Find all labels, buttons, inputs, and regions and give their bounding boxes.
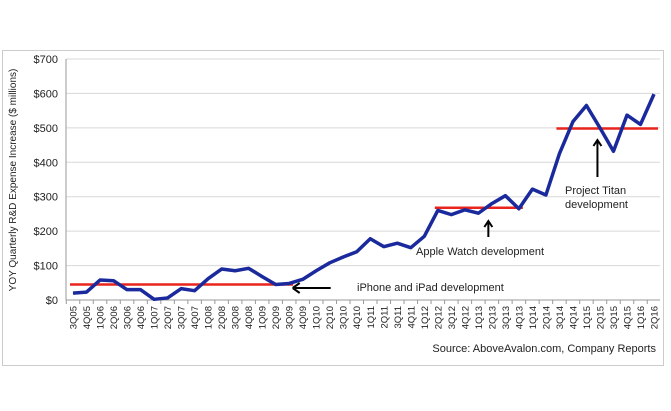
x-tick-label: 4Q05 — [82, 306, 93, 329]
x-tick-label: 2Q12 — [433, 306, 444, 329]
x-tick-label: 4Q08 — [244, 306, 255, 329]
x-tick-label: 3Q11 — [393, 306, 404, 329]
y-axis-label: YOY Quarterly R&D Expense Increase ($ mi… — [8, 69, 19, 292]
x-tick-label: 4Q14 — [568, 306, 579, 329]
y-tick-label: $0 — [46, 295, 58, 307]
x-tick-label: 2Q08 — [217, 306, 228, 329]
source-note: Source: AboveAvalon.com, Company Reports — [432, 343, 656, 355]
annotation-project-titan-2: development — [565, 199, 628, 211]
x-tick-label: 1Q13 — [474, 306, 485, 329]
x-tick-label: 1Q06 — [96, 306, 107, 329]
x-tick-label: 1Q07 — [150, 306, 161, 329]
x-tick-label: 2Q14 — [541, 306, 552, 329]
x-tick-label: 3Q12 — [447, 306, 458, 329]
x-tick-label: 1Q12 — [420, 306, 431, 329]
annotation-project-titan: Project Titan — [565, 185, 626, 197]
x-tick-label: 2Q10 — [325, 306, 336, 329]
y-tick-label: $500 — [34, 123, 58, 135]
x-tick-label: 4Q13 — [514, 306, 525, 329]
x-tick-label: 2Q06 — [109, 306, 120, 329]
chart-frame — [2, 50, 664, 366]
y-tick-label: $700 — [34, 54, 58, 66]
x-tick-label: 1Q14 — [528, 306, 539, 329]
x-tick-label: 4Q10 — [352, 306, 363, 329]
x-tick-label: 3Q05 — [69, 306, 80, 329]
x-tick-label: 3Q13 — [501, 306, 512, 329]
arrow-head-icon — [292, 282, 301, 294]
annotation-iphone: iPhone and iPad development — [357, 282, 504, 294]
y-tick-label: $100 — [34, 261, 58, 273]
x-tick-label: 2Q11 — [379, 306, 390, 329]
x-tick-label: 2Q15 — [595, 306, 606, 329]
x-tick-label: 2Q09 — [271, 306, 282, 329]
x-tick-label: 3Q10 — [339, 306, 350, 329]
x-tick-label: 4Q06 — [136, 306, 147, 329]
y-tick-label: $300 — [34, 192, 58, 204]
x-tick-label: 1Q08 — [204, 306, 215, 329]
x-tick-label: 3Q09 — [285, 306, 296, 329]
y-tick-label: $400 — [34, 157, 58, 169]
annotation-apple-watch: Apple Watch development — [416, 246, 544, 258]
x-tick-label: 4Q11 — [406, 306, 417, 329]
x-tick-label: 4Q07 — [190, 306, 201, 329]
arrow-head-icon — [483, 219, 494, 228]
y-tick-label: $200 — [34, 226, 58, 238]
x-tick-label: 1Q09 — [258, 306, 269, 329]
x-tick-label: 3Q06 — [123, 306, 134, 329]
x-tick-label: 4Q09 — [298, 306, 309, 329]
x-tick-label: 1Q16 — [636, 306, 647, 329]
x-tick-label: 2Q07 — [163, 306, 174, 329]
x-tick-label: 1Q15 — [582, 306, 593, 329]
x-tick-label: 3Q07 — [177, 306, 188, 329]
x-tick-label: 4Q15 — [622, 306, 633, 329]
x-tick-label: 4Q12 — [460, 306, 471, 329]
series-line — [72, 93, 656, 302]
x-tick-label: 3Q14 — [555, 306, 566, 329]
x-tick-label: 2Q13 — [487, 306, 498, 329]
x-tick-label: 3Q08 — [231, 306, 242, 329]
y-tick-label: $600 — [34, 88, 58, 100]
arrow-head-icon — [592, 138, 603, 147]
x-tick-label: 1Q10 — [312, 306, 323, 329]
x-tick-label: 1Q11 — [366, 306, 377, 329]
x-tick-label: 2Q16 — [650, 306, 661, 329]
x-tick-label: 3Q15 — [609, 306, 620, 329]
